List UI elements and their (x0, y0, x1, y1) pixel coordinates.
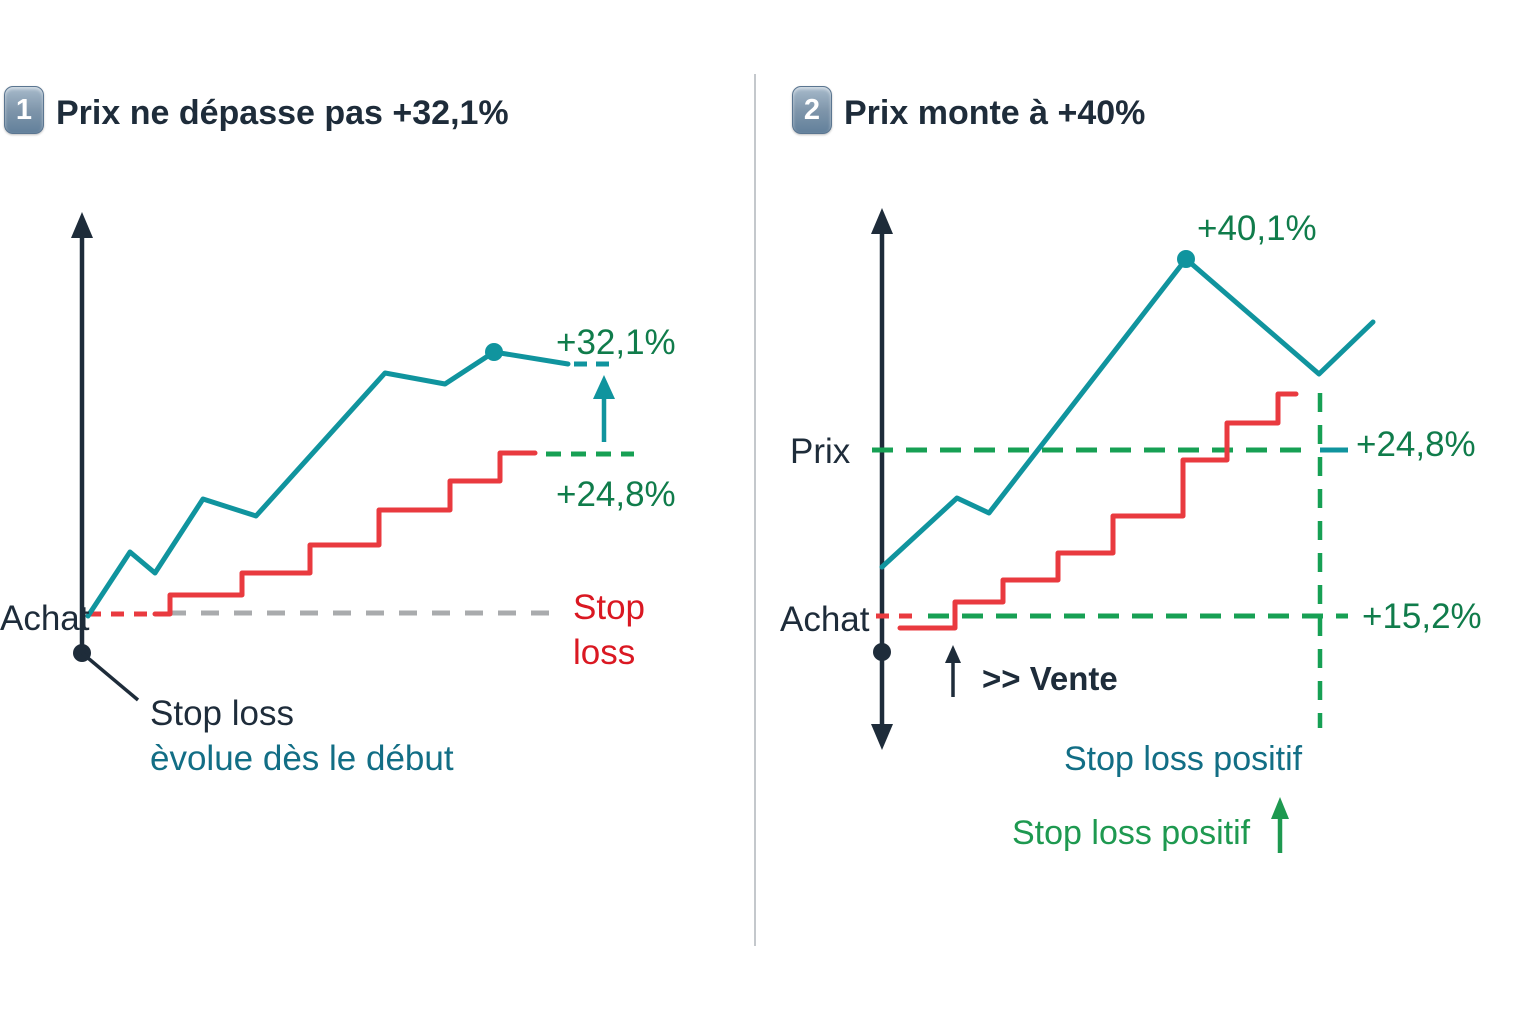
achat-axis-label-left: Achat (0, 599, 90, 638)
left-annotation-leader (80, 651, 140, 702)
right-vente-arrow-head-icon (945, 645, 961, 663)
peak-percentage-label-left: +32,1% (556, 323, 676, 362)
stop-loss-note-line1: Stop loss (150, 694, 294, 733)
stop-loss-note-line2: èvolue dès le début (150, 739, 454, 778)
stop-loss-legend: Stop loss (573, 585, 645, 675)
left-gain-arrow-head-icon (593, 375, 615, 399)
vente-label: >> Vente (982, 660, 1118, 697)
panel-1-title: Prix ne dépasse pas +32,1% (56, 94, 509, 132)
prix-axis-label: Prix (790, 432, 851, 471)
floor-percentage-label: +15,2% (1362, 597, 1482, 636)
sell-percentage-label: +24,8% (1356, 425, 1476, 464)
stop-loss-legend-line1: Stop (573, 588, 645, 627)
right-stop-loss-line (897, 391, 1299, 631)
stop-loss-positif-label-green: Stop loss positif (1012, 814, 1251, 852)
left-peak-dot (485, 343, 503, 361)
left-axis-arrow-up-icon (71, 212, 93, 238)
left-stop-loss-line (152, 450, 538, 617)
right-peak-dot (1177, 250, 1195, 268)
left-price-line (85, 349, 571, 619)
trailing-stop-percentage-label-left: +24,8% (556, 475, 676, 514)
achat-axis-label-right: Achat (780, 600, 870, 639)
right-price-line (879, 256, 1376, 570)
right-positive-arrow-head-icon (1271, 797, 1289, 819)
panel-2-badge: 2 (792, 86, 832, 134)
stop-loss-legend-line2: loss (573, 633, 636, 672)
stop-loss-positif-label-teal: Stop loss positif (1064, 740, 1303, 778)
panel-2-title: Prix monte à +40% (844, 94, 1146, 132)
peak-percentage-label-right: +40,1% (1197, 209, 1317, 248)
right-axis-arrow-down-icon (871, 724, 893, 750)
right-axis-arrow-up-icon (871, 208, 893, 234)
panel-1-badge: 1 (4, 86, 44, 134)
panel-divider (754, 74, 756, 946)
right-axis-dot (873, 643, 891, 661)
